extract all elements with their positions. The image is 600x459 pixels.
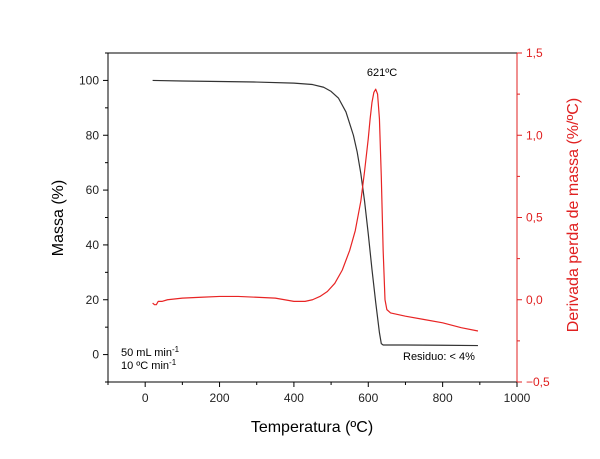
series-layer (152, 79, 479, 347)
y2-tick-label: 1,0 (526, 128, 543, 142)
heating-rate-sup: -1 (169, 358, 177, 367)
x-tick-label: 0 (142, 391, 149, 405)
y-axis-ticks: 0 20 40 60 80 100 (79, 52, 108, 383)
y2-axis-title: Derivada perda de massa (%/ºC) (565, 98, 582, 332)
y-tick-label: 100 (79, 73, 99, 87)
heating-rate-main: 10 ºC min (121, 360, 169, 372)
x-axis-ticks: 0 200 400 600 800 1000 (107, 382, 531, 405)
y-tick-label: 40 (86, 238, 100, 252)
mass-series-line (152, 79, 478, 347)
plot-frame (107, 52, 518, 383)
x-tick-label: 400 (284, 391, 304, 405)
flow-rate-sup: -1 (172, 345, 180, 354)
derivative-series-line (152, 88, 479, 332)
x-tick-label: 1000 (504, 391, 531, 405)
residue-annotation: Residuo: < 4% (403, 351, 475, 363)
y-tick-label: 60 (86, 183, 100, 197)
y-tick-label: 80 (86, 128, 100, 142)
y2-tick-label: 0,5 (526, 211, 543, 225)
annotation-layer: 621ºC 50 mL min-1 10 ºC min-1 Residuo: <… (121, 67, 475, 372)
y-tick-label: 20 (86, 293, 100, 307)
flow-rate-annotation: 50 mL min-1 (121, 345, 180, 359)
flow-rate-main: 50 mL min (121, 347, 172, 359)
y-tick-label: 0 (92, 348, 99, 362)
y2-tick-label: 0,0 (526, 293, 543, 307)
y2-tick-label: −0,5 (526, 375, 550, 389)
y2-axis-ticks: −0,5 0,0 0,5 1,0 1,5 (517, 46, 550, 389)
heating-rate-annotation: 10 ºC min-1 (121, 358, 177, 372)
x-axis-title: Temperatura (ºC) (251, 419, 373, 436)
x-tick-label: 800 (433, 391, 453, 405)
peak-annotation: 621ºC (367, 67, 397, 79)
y2-tick-label: 1,5 (526, 46, 543, 60)
x-tick-label: 600 (358, 391, 378, 405)
y-axis-title: Massa (%) (50, 180, 67, 256)
x-tick-label: 200 (210, 391, 230, 405)
